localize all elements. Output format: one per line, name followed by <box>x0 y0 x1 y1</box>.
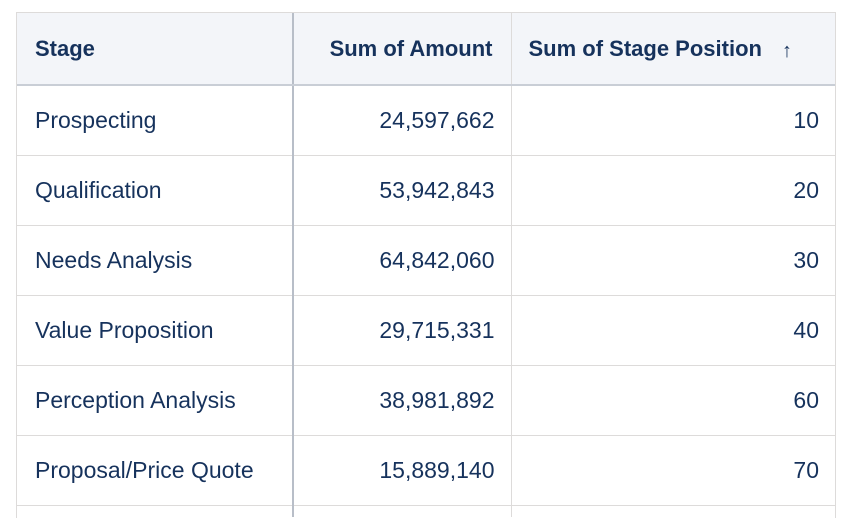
cell-stage: Prospecting <box>17 85 294 156</box>
cell-sum-of-amount: 29,715,331 <box>293 295 512 366</box>
report-table: Stage Sum of Amount Sum of Stage Positio… <box>17 13 835 517</box>
cell-sum-of-amount: 53,942,843 <box>293 155 512 226</box>
cell-sum-of-amount: 24,597,662 <box>293 85 512 156</box>
cell-sum-of-amount: 38,981,892 <box>293 365 512 436</box>
table-row: Value Proposition 29,715,331 40 <box>17 295 835 366</box>
arrow-up-icon[interactable]: ↑ <box>781 39 792 62</box>
cell-sum-of-stage-position: 20 <box>511 155 835 226</box>
cell-sum-of-stage-position: 70 <box>511 435 835 506</box>
column-header-label: Sum of Stage Position <box>528 35 762 61</box>
table-row: Proposal/Price Quote 15,889,140 70 <box>17 435 835 506</box>
table-row-partial <box>17 505 835 517</box>
column-header-label: Stage <box>35 35 95 61</box>
cell-sum-of-stage-position: 40 <box>511 295 835 366</box>
column-header-sum-of-amount[interactable]: Sum of Amount <box>293 13 512 86</box>
table-row: Perception Analysis 38,981,892 60 <box>17 365 835 436</box>
table-row: Needs Analysis 64,842,060 30 <box>17 225 835 296</box>
cell-stage: Value Proposition <box>17 295 294 366</box>
cell-sum-of-amount: 15,889,140 <box>293 435 512 506</box>
cell-stage: Qualification <box>17 155 294 226</box>
table-row: Qualification 53,942,843 20 <box>17 155 835 226</box>
column-header-stage[interactable]: Stage <box>17 13 294 86</box>
cell-sum-of-stage-position: 30 <box>511 225 835 296</box>
cell-sum-of-amount <box>293 505 512 517</box>
table-row: Prospecting 24,597,662 10 <box>17 85 835 156</box>
table-header-row: Stage Sum of Amount Sum of Stage Positio… <box>17 13 835 86</box>
cell-stage <box>17 505 294 517</box>
cell-sum-of-stage-position <box>511 505 835 517</box>
column-header-label: Sum of Amount <box>329 35 493 61</box>
column-header-sum-of-stage-position[interactable]: Sum of Stage Position ↑ <box>511 13 835 86</box>
cell-sum-of-amount: 64,842,060 <box>293 225 512 296</box>
report-table-container: Stage Sum of Amount Sum of Stage Positio… <box>16 12 836 518</box>
cell-sum-of-stage-position: 60 <box>511 365 835 436</box>
cell-stage: Perception Analysis <box>17 365 294 436</box>
cell-stage: Proposal/Price Quote <box>17 435 294 506</box>
cell-sum-of-stage-position: 10 <box>511 85 835 156</box>
cell-stage: Needs Analysis <box>17 225 294 296</box>
